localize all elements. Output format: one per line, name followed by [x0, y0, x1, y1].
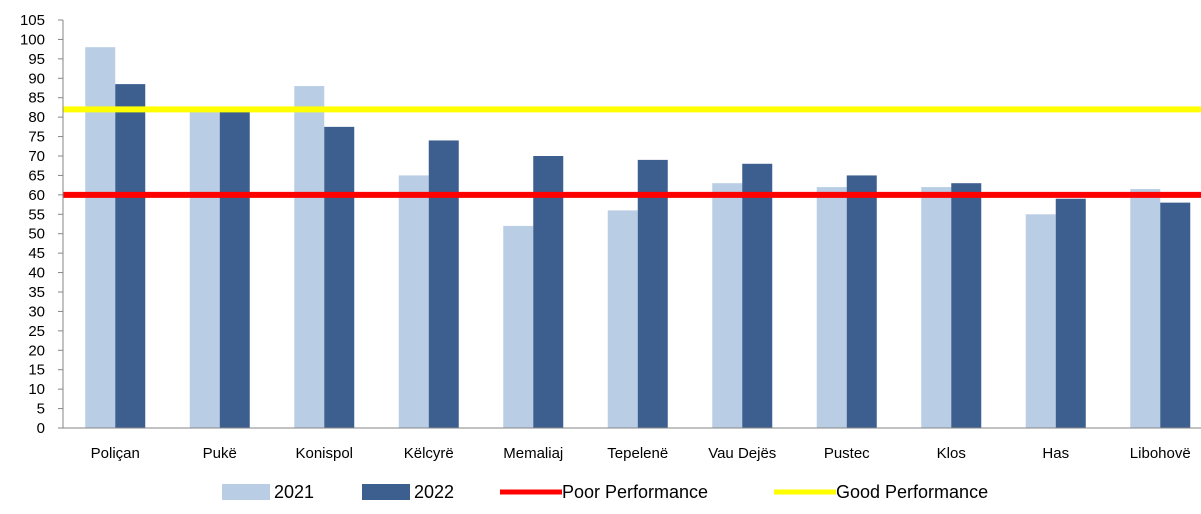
y-tick-label: 10 — [28, 381, 45, 398]
legend-swatch-2022 — [362, 484, 410, 500]
x-tick-label: Has — [1042, 445, 1069, 462]
bar-2021-pustec — [816, 187, 847, 428]
x-tick-label: Poliçan — [91, 445, 140, 462]
y-tick-label: 75 — [28, 129, 45, 146]
bar-2021-poliçan — [85, 47, 116, 428]
x-tick-label: Konispol — [295, 445, 353, 462]
bar-2021-klos — [921, 187, 952, 428]
x-tick-label: Memaliaj — [503, 445, 563, 462]
y-tick-label: 65 — [28, 167, 45, 184]
y-tick-label: 100 — [20, 31, 45, 48]
y-tick-label: 55 — [28, 206, 45, 223]
x-tick-label: Libohovë — [1130, 445, 1191, 462]
y-tick-label: 5 — [37, 401, 45, 418]
y-tick-label: 30 — [28, 303, 45, 320]
bar-2022-këlcyrë — [428, 140, 459, 428]
y-tick-label: 60 — [28, 187, 45, 204]
y-tick-label: 20 — [28, 342, 45, 359]
bar-2021-libohovë — [1130, 189, 1161, 428]
y-tick-label: 25 — [28, 323, 45, 340]
y-tick-label: 0 — [37, 420, 45, 437]
legend: 2021 2022 Poor Performance Good Performance — [222, 482, 988, 502]
bar-2022-tepelenë — [637, 159, 668, 428]
y-tick-label: 95 — [28, 51, 45, 68]
y-tick-label: 45 — [28, 245, 45, 262]
y-tick-label: 70 — [28, 148, 45, 165]
legend-label-good-performance: Good Performance — [836, 482, 988, 502]
bar-2021-vau-dejës — [712, 183, 743, 428]
bar-2021-tepelenë — [607, 210, 638, 428]
bar-2022-libohovë — [1160, 202, 1191, 428]
y-tick-label: 35 — [28, 284, 45, 301]
y-tick-label: 90 — [28, 70, 45, 87]
legend-label-2022: 2022 — [414, 482, 454, 502]
legend-label-2021: 2021 — [274, 482, 314, 502]
legend-label-poor-performance: Poor Performance — [562, 482, 708, 502]
legend-swatch-2021 — [222, 484, 270, 500]
x-tick-label: Klos — [937, 445, 966, 462]
x-tick-label: Këlcyrë — [404, 445, 454, 462]
y-tick-label: 50 — [28, 226, 45, 243]
bar-2021-konispol — [294, 86, 325, 429]
x-tick-label: Vau Dejës — [708, 445, 776, 462]
bar-2021-pukë — [189, 109, 220, 428]
y-tick-label: 80 — [28, 109, 45, 126]
y-tick-label: 85 — [28, 90, 45, 107]
y-tick-label: 105 — [20, 12, 45, 29]
bar-2022-poliçan — [115, 84, 146, 428]
bar-2021-has — [1025, 214, 1056, 428]
bar-2022-has — [1055, 198, 1086, 428]
bar-2021-këlcyrë — [398, 175, 429, 428]
plot-area: Poliçan Pukë Konispol Këlcyrë Memaliaj Tepele… — [20, 12, 1201, 462]
bar-2022-memaliaj — [533, 156, 564, 428]
bar-2022-konispol — [324, 126, 355, 428]
bar-2022-pukë — [219, 111, 250, 429]
y-tick-label: 40 — [28, 265, 45, 282]
x-tick-label: Pustec — [824, 445, 870, 462]
bar-2022-vau-dejës — [742, 163, 773, 428]
y-tick-label: 15 — [28, 362, 45, 379]
x-tick-label: Pukë — [203, 445, 237, 462]
x-tick-label: Tepelenë — [607, 445, 668, 462]
bar-2021-memaliaj — [503, 225, 534, 428]
bar-2022-klos — [951, 183, 982, 428]
bar-2022-pustec — [846, 175, 877, 428]
